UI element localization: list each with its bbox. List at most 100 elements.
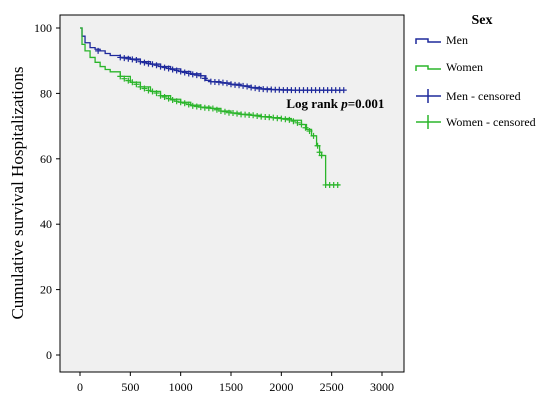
legend-censor-symbol — [416, 89, 441, 103]
censor-mark — [185, 70, 192, 77]
censor-mark — [169, 66, 176, 73]
log-rank-annotation: Log rank p=0.001 — [286, 96, 384, 111]
legend-item: Women - censored — [416, 115, 536, 129]
censor-mark — [189, 102, 196, 109]
censor-mark — [157, 63, 164, 70]
censor-mark — [137, 58, 144, 65]
censor-mark — [161, 64, 168, 71]
censor-mark — [165, 95, 172, 102]
censor-mark — [181, 100, 188, 107]
censor-mark — [137, 83, 144, 90]
legend-item: Men — [415, 33, 468, 47]
censor-mark — [153, 62, 160, 69]
censor-mark — [177, 99, 184, 106]
censor-mark — [173, 67, 180, 74]
censor-mark — [294, 119, 301, 126]
censor-mark — [181, 69, 188, 76]
censor-mark — [252, 85, 259, 92]
legend: Sex Men Women Men - censored Women - censor… — [415, 13, 536, 129]
censor-mark — [230, 110, 237, 117]
censor-mark — [129, 56, 136, 63]
censor-mark — [240, 82, 247, 89]
censor-mark — [197, 104, 204, 111]
censor-mark — [185, 101, 192, 108]
censor-mark — [189, 71, 196, 78]
y-tick-label: 60 — [40, 152, 52, 166]
censor-mark — [95, 47, 102, 54]
censor-mark — [117, 54, 124, 61]
censor-mark — [165, 65, 172, 72]
legend-label: Women - censored — [446, 115, 536, 129]
censor-mark — [121, 55, 128, 62]
censor-mark — [298, 121, 305, 128]
plot-area — [59, 14, 405, 373]
censor-mark — [306, 128, 313, 135]
legend-label: Men — [446, 33, 468, 47]
censor-mark — [153, 90, 160, 97]
annotation-prefix: Log rank — [286, 96, 341, 111]
censor-mark — [193, 103, 200, 110]
censor-mark — [316, 149, 323, 156]
censor-mark — [145, 60, 152, 67]
censor-mark — [234, 110, 241, 117]
censor-mark — [236, 82, 243, 89]
censor-mark — [133, 81, 140, 88]
censor-mark — [244, 83, 251, 90]
censor-mark — [213, 106, 220, 113]
censor-mark — [334, 181, 341, 188]
censor-mark — [286, 116, 293, 123]
censor-mark — [254, 112, 261, 119]
x-tick-label: 1000 — [169, 380, 193, 394]
y-tick-label: 100 — [34, 21, 52, 35]
censor-mark — [197, 72, 204, 79]
censor-mark — [282, 116, 289, 123]
x-tick-label: 500 — [121, 380, 139, 394]
censor-mark — [221, 108, 228, 115]
legend-title: Sex — [472, 13, 493, 28]
censor-mark — [157, 92, 164, 99]
legend-label: Men - censored — [446, 89, 521, 103]
censor-mark — [278, 115, 285, 122]
legend-label: Women — [446, 60, 483, 74]
x-tick-label: 2000 — [269, 380, 293, 394]
censor-mark — [133, 57, 140, 64]
censor-mark — [173, 98, 180, 105]
legend-step-symbol — [415, 38, 441, 44]
censor-mark — [169, 96, 176, 103]
censor-mark — [121, 75, 128, 82]
censor-mark — [201, 75, 208, 82]
y-axis-label: Cumulative survival Hospitalizations — [8, 66, 27, 319]
censor-mark — [219, 79, 226, 86]
censor-mark — [223, 80, 230, 87]
censor-mark — [318, 152, 325, 159]
censor-mark — [125, 55, 132, 62]
censor-mark — [217, 108, 224, 115]
censor-mark — [161, 93, 168, 100]
censor-mark — [250, 112, 257, 119]
censor-mark — [310, 132, 317, 139]
legend-item: Women — [415, 60, 483, 74]
censor-mark — [248, 84, 255, 91]
x-tick-label: 0 — [77, 380, 83, 394]
censor-mark — [314, 142, 321, 149]
censor-mark — [145, 87, 152, 94]
censor-mark — [193, 72, 200, 79]
legend-step-symbol — [415, 65, 441, 71]
censor-mark — [129, 79, 136, 86]
annotation-p: p — [340, 96, 348, 111]
legend-item: Men - censored — [416, 89, 521, 103]
censor-mark — [270, 114, 277, 121]
annotation-suffix: =0.001 — [348, 96, 385, 111]
censor-mark — [177, 68, 184, 75]
y-tick-label: 0 — [46, 348, 52, 362]
censor-mark — [302, 124, 309, 131]
censor-mark — [149, 61, 156, 68]
censor-mark — [149, 88, 156, 95]
x-tick-label: 1500 — [219, 380, 243, 394]
censor-mark — [228, 81, 234, 88]
y-tick-label: 20 — [40, 283, 52, 297]
censor-mark — [209, 105, 216, 112]
censor-mark — [141, 85, 148, 92]
censor-mark — [141, 59, 148, 66]
